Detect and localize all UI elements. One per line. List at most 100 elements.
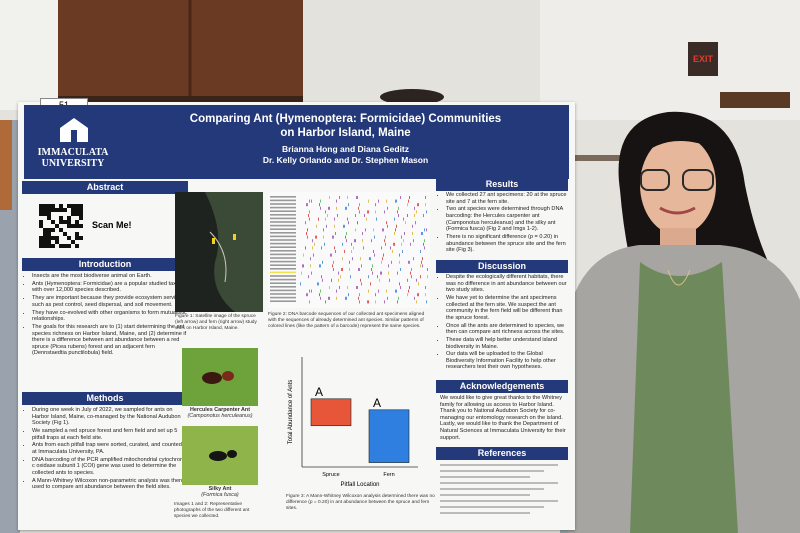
barcode-line — [375, 210, 376, 214]
barcode-line — [339, 286, 340, 289]
barcode-line — [397, 271, 398, 275]
results-text: We collected 27 ant specimens: 20 at the… — [438, 192, 568, 255]
barcode-line — [407, 293, 408, 297]
barcode-line — [405, 221, 406, 225]
bullet: They have co-evolved with other organism… — [32, 310, 188, 323]
barcode-line — [413, 257, 414, 261]
ant-photo — [182, 426, 258, 485]
barcode-line — [423, 214, 424, 217]
barcode-line — [359, 210, 360, 214]
ant-body — [202, 372, 222, 384]
barcode-line — [334, 217, 335, 221]
qr-cell — [59, 244, 63, 248]
barcode-line — [366, 217, 367, 221]
ant-body — [209, 451, 227, 461]
barcode-line — [409, 196, 410, 199]
barcode-line — [362, 232, 363, 235]
shoreline — [209, 231, 227, 283]
barcode-line — [328, 296, 329, 300]
barcode-line — [374, 253, 375, 257]
figure-caption: Figure 3: A Mann-Whitney Wilcoxon analys… — [286, 494, 435, 511]
qr-cell — [43, 232, 47, 236]
reference-line — [440, 512, 530, 514]
barcode-line — [426, 210, 427, 214]
barcode-line — [381, 260, 382, 264]
barcode-line — [355, 214, 356, 217]
section-heading: Abstract — [22, 181, 188, 194]
section-heading: Results — [436, 178, 568, 191]
barcode-line — [306, 293, 307, 297]
barcode-line — [329, 196, 330, 199]
ant-head — [222, 371, 234, 381]
barcode-line — [399, 260, 400, 264]
bullet: Two ant species were determined through … — [446, 206, 568, 232]
bullet: A Mann-Whitney Wilcoxon non-parametric a… — [32, 478, 188, 491]
ant-name: Silky Ant — [208, 486, 232, 492]
bullet: We sampled a red spruce forest and fern … — [32, 428, 188, 441]
qr-cell — [43, 236, 47, 240]
qr-cell — [39, 208, 43, 212]
qr-cell — [75, 232, 79, 236]
sample-label — [270, 289, 296, 292]
barcode-line — [387, 224, 388, 228]
section-heading: Discussion — [436, 260, 568, 273]
figure-caption: Figure 2: DNA barcode sequences of our c… — [268, 312, 425, 329]
barcode-line — [367, 210, 368, 214]
qr-cell — [67, 244, 71, 248]
qr-cell — [79, 212, 83, 216]
qr-cell — [51, 244, 55, 248]
barcode-line — [416, 300, 417, 304]
bullet: There is no significant difference (p = … — [446, 234, 568, 254]
barcode-line — [424, 246, 425, 250]
panel-edge — [58, 96, 303, 102]
barcode-line — [369, 257, 370, 261]
barcode-line — [370, 282, 371, 286]
barcode-line — [346, 206, 347, 210]
barcode-line — [310, 257, 311, 261]
sample-label — [270, 232, 296, 234]
wood-panel — [58, 0, 303, 100]
barcode-line — [332, 264, 333, 268]
qr-cell — [67, 224, 71, 228]
qr-cell — [71, 212, 75, 216]
discussion-text: Despite the ecologically different habit… — [438, 274, 568, 372]
qr-cell — [55, 236, 59, 240]
arrow-spruce — [212, 238, 215, 244]
barcode-line — [400, 196, 401, 199]
qr-cell — [79, 208, 83, 212]
sample-label — [270, 239, 296, 241]
barcode-line — [309, 289, 310, 293]
smile — [659, 206, 696, 215]
barcode-line — [351, 250, 352, 253]
poster: 51 IMMACULATA UNIVERSITY Comparing Ant (… — [18, 98, 575, 530]
logo-line: IMMACULATA — [37, 147, 109, 158]
barcode-line — [372, 271, 373, 275]
barcode-line — [365, 228, 366, 232]
group-letter: A — [315, 385, 323, 399]
barcode-line — [351, 242, 352, 246]
qr-cell — [75, 212, 79, 216]
barcode-line — [375, 300, 376, 304]
barcode-line — [345, 296, 346, 300]
sample-label — [270, 206, 296, 209]
ant-photo — [182, 348, 258, 406]
qr-cell — [51, 220, 55, 224]
barcode-line — [338, 271, 339, 275]
barcode-line — [426, 228, 427, 232]
section-heading: References — [436, 447, 568, 460]
bystander-hair — [0, 120, 12, 210]
qr-cell — [55, 224, 59, 228]
barcode-line — [394, 232, 395, 235]
chart: Total Abundance of Ants Pitfall Location A… — [288, 357, 418, 488]
arrow-fern — [233, 234, 236, 240]
qr-cell — [55, 208, 59, 212]
barcode-line — [422, 257, 423, 261]
qr-cell — [63, 208, 67, 212]
methods-text: During one week in July of 2022, we samp… — [24, 407, 188, 492]
barcode-line — [412, 224, 413, 228]
barcode-line — [337, 214, 338, 217]
header-banner — [24, 105, 569, 179]
barcode-line — [352, 257, 353, 261]
glasses-left — [640, 169, 670, 191]
barcode-line — [424, 228, 425, 232]
